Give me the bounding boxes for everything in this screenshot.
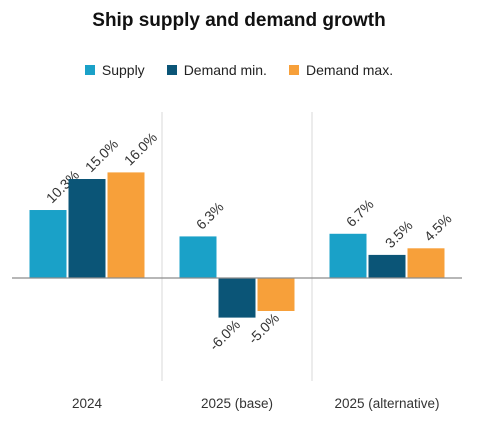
legend-swatch-demand-max: [288, 65, 299, 75]
legend-label-demand-min: Demand min.: [183, 62, 267, 78]
category-label: 2024: [72, 396, 103, 411]
bar-demand-min-1: [218, 278, 256, 318]
data-label: 4.5%: [421, 211, 455, 245]
data-label: 6.7%: [343, 196, 377, 230]
bar-demand-max-1: [257, 278, 295, 311]
bar-demand-max-2: [407, 248, 445, 278]
legend-label-supply: Supply: [101, 62, 145, 78]
legend-swatch-supply: [84, 65, 95, 75]
legend-item-supply: Supply: [84, 62, 145, 78]
category-label: 2025 (base): [201, 396, 273, 411]
chart-title: Ship supply and demand growth: [92, 10, 386, 31]
data-label: -6.0%: [206, 316, 243, 353]
data-label: 15.0%: [82, 136, 121, 175]
bar-demand-min-0: [68, 179, 106, 278]
bar-supply-0: [29, 210, 67, 278]
bar-supply-2: [329, 233, 367, 278]
bar-demand-min-2: [368, 254, 406, 278]
legend-label-demand-max: Demand max.: [305, 62, 394, 78]
legend-item-demand-max: Demand max.: [288, 62, 394, 78]
legend-swatch-demand-min: [166, 65, 177, 75]
bar-supply-1: [179, 236, 217, 278]
data-label: 6.3%: [193, 199, 227, 233]
category-label: 2025 (alternative): [334, 396, 439, 411]
legend-item-demand-min: Demand min.: [166, 62, 267, 78]
legend: Supply Demand min. Demand max.: [0, 62, 478, 78]
data-label: 16.0%: [121, 129, 160, 168]
data-label: 3.5%: [382, 217, 416, 251]
bar-demand-max-0: [107, 172, 145, 278]
